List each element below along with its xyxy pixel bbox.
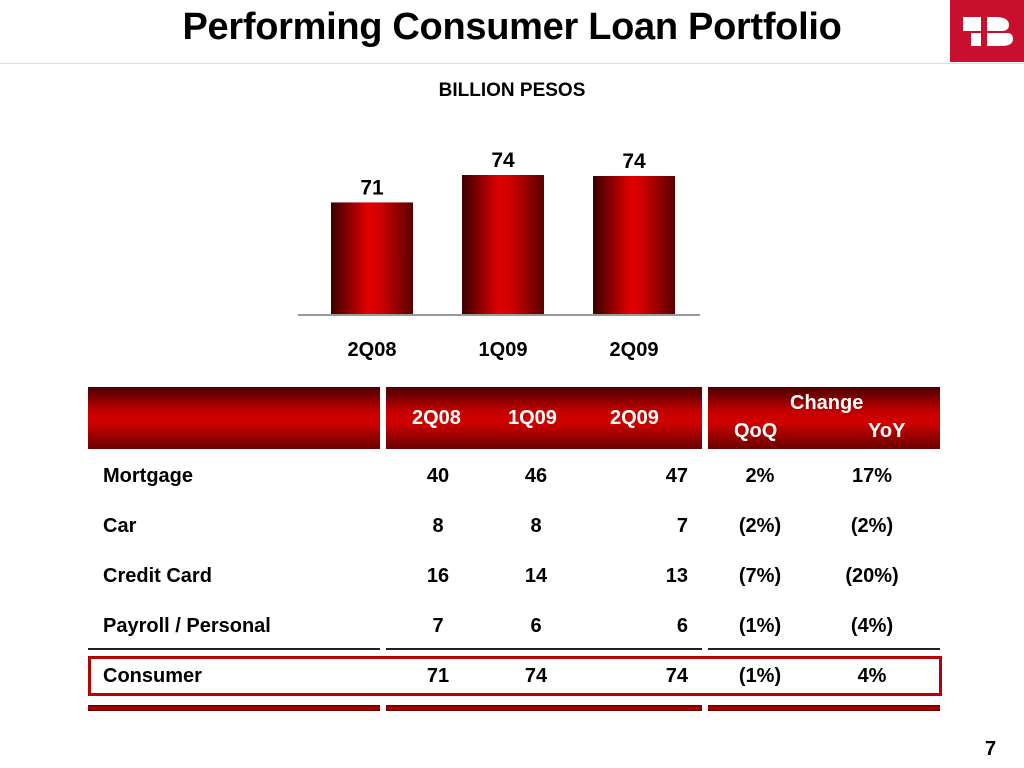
table-row-payroll-personal: Payroll / Personal 7 6 6 (1%) (4%)	[0, 606, 1024, 646]
cell-yoy: (4%)	[850, 615, 894, 637]
bar-value-label: 74	[491, 149, 515, 172]
table-row-car: Car 8 8 7 (2%) (2%)	[0, 506, 1024, 546]
table-footer-bar	[88, 705, 380, 711]
cell-2q08: 7	[432, 615, 444, 637]
cell-qoq: (1%)	[738, 665, 782, 687]
cell-1q09: 8	[530, 515, 542, 537]
cell-1q09: 14	[524, 565, 548, 587]
bar-1q09	[462, 175, 544, 315]
cell-1q09: 46	[524, 465, 548, 487]
total-row-highlight	[88, 656, 942, 696]
row-label: Mortgage	[103, 465, 193, 487]
bar-value-label: 71	[360, 176, 384, 199]
table-row-credit-card: Credit Card 16 14 13 (7%) (20%)	[0, 556, 1024, 596]
bar-2q09	[593, 176, 675, 315]
bar-2q08	[331, 202, 413, 315]
table-row-mortgage: Mortgage 40 46 47 2% 17%	[0, 456, 1024, 496]
cell-2q08: 71	[426, 665, 450, 687]
cell-qoq: 2%	[745, 465, 775, 487]
header-1q09: 1Q09	[508, 407, 557, 429]
cell-qoq: (7%)	[738, 565, 782, 587]
header-yoy: YoY	[868, 420, 906, 442]
banorte-logo-icon	[950, 0, 1024, 62]
cell-2q09: 6	[676, 615, 688, 637]
cell-qoq: (2%)	[738, 515, 782, 537]
row-label: Payroll / Personal	[103, 615, 271, 637]
cell-2q08: 40	[426, 465, 450, 487]
table-header-label-band	[88, 387, 380, 449]
table-footer-bar	[708, 705, 940, 711]
cell-1q09: 74	[524, 665, 548, 687]
header-qoq: QoQ	[734, 420, 778, 442]
cell-yoy: 4%	[857, 665, 887, 687]
cell-2q09: 74	[665, 665, 688, 687]
header-2q09: 2Q09	[610, 407, 659, 429]
total-separator	[386, 648, 702, 650]
cell-2q09: 7	[676, 515, 688, 537]
bar-value-label: 74	[622, 150, 646, 173]
cell-2q09: 13	[665, 565, 688, 587]
x-tick-label: 2Q09	[610, 339, 659, 361]
cell-qoq: (1%)	[738, 615, 782, 637]
cell-yoy: 17%	[851, 465, 893, 487]
title-divider	[0, 63, 1024, 64]
cell-2q09: 47	[665, 465, 688, 487]
cell-yoy: (20%)	[845, 565, 899, 587]
table-header-change-band: Change QoQ YoY	[708, 387, 940, 449]
slide-title: Performing Consumer Loan Portfolio	[182, 6, 842, 48]
table-row-consumer-total: Consumer 71 74 74 (1%) 4%	[0, 656, 1024, 696]
x-tick-label: 2Q08	[348, 339, 397, 361]
row-label: Consumer	[103, 665, 202, 687]
row-label: Car	[103, 515, 137, 537]
cell-2q08: 16	[426, 565, 450, 587]
row-label: Credit Card	[103, 565, 212, 587]
cell-2q08: 8	[432, 515, 444, 537]
cell-yoy: (2%)	[850, 515, 894, 537]
chart-subtitle: BILLION PESOS	[438, 80, 586, 101]
x-tick-label: 1Q09	[479, 339, 528, 361]
header-2q08: 2Q08	[412, 407, 461, 429]
total-separator	[88, 648, 380, 650]
table-header-period-band: 2Q08 1Q09 2Q09	[386, 387, 702, 449]
table-footer-bar	[386, 705, 702, 711]
total-separator	[708, 648, 940, 650]
header-change: Change	[790, 392, 864, 414]
cell-1q09: 6	[530, 615, 542, 637]
bar-chart: 71 2Q08 74 1Q09 74 2Q09	[298, 149, 700, 361]
page-number: 7	[985, 738, 997, 760]
